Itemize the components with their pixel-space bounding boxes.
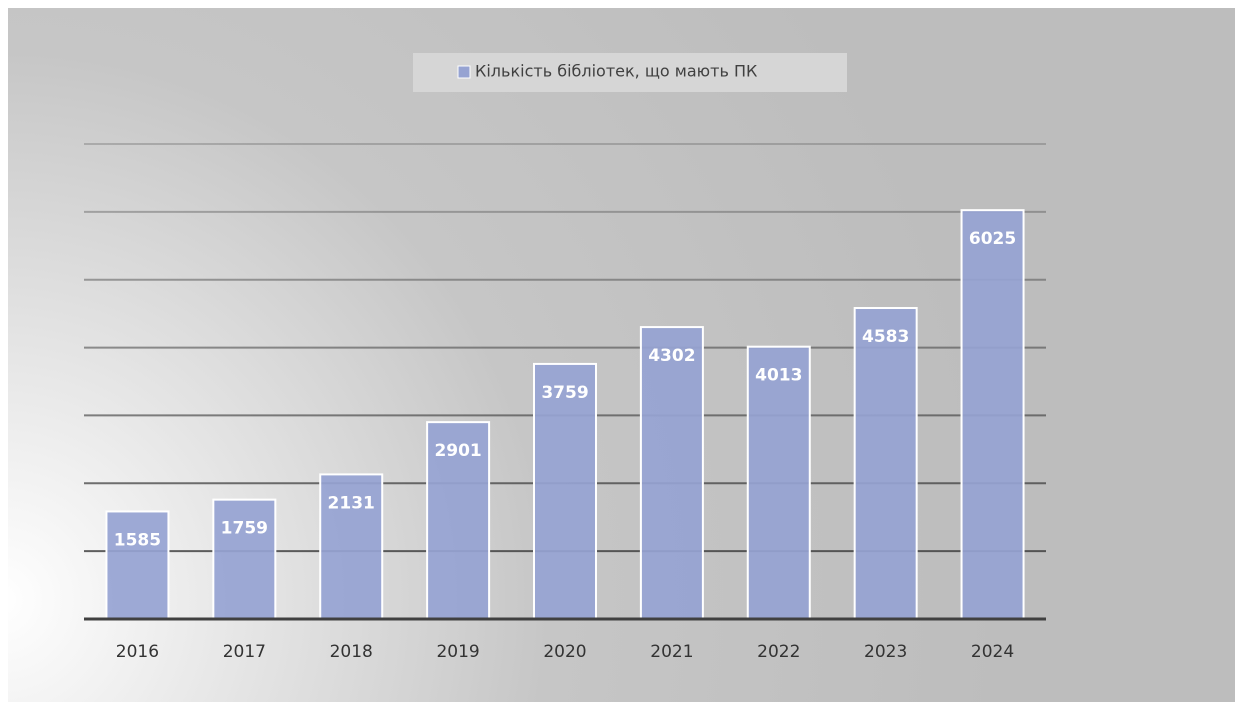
- bar: [212, 498, 277, 620]
- legend-marker: [457, 65, 471, 79]
- data-label: 3759: [541, 383, 588, 403]
- data-label: 2901: [434, 441, 481, 461]
- data-label: 1759: [221, 519, 268, 539]
- legend-box: [413, 53, 847, 92]
- bar: [960, 209, 1025, 621]
- x-tick-label: 2022: [757, 642, 800, 662]
- data-label: 6025: [969, 229, 1016, 249]
- bar: [533, 362, 597, 620]
- chart-background: [8, 8, 1235, 702]
- x-tick-label: 2018: [330, 642, 373, 662]
- bar: [105, 510, 170, 621]
- x-tick-label: 2019: [436, 642, 479, 662]
- bar: [426, 421, 491, 620]
- data-label: 4583: [862, 327, 909, 347]
- bar: [746, 345, 811, 620]
- x-tick-label: 2021: [650, 642, 693, 662]
- x-tick-label: 2024: [971, 642, 1014, 662]
- bar: [319, 473, 384, 620]
- legend-label: Кількість бібліотек, що мають ПК: [475, 62, 758, 81]
- data-label: 4302: [648, 346, 695, 366]
- x-tick-label: 2020: [543, 642, 586, 662]
- data-label: 4013: [755, 366, 802, 386]
- data-label: 1585: [114, 530, 161, 550]
- data-label: 2131: [328, 493, 375, 513]
- x-tick-label: 2023: [864, 642, 907, 662]
- x-tick-label: 2017: [223, 642, 266, 662]
- x-tick-label: 2016: [116, 642, 159, 662]
- bar: [639, 326, 704, 620]
- bar: [853, 307, 918, 620]
